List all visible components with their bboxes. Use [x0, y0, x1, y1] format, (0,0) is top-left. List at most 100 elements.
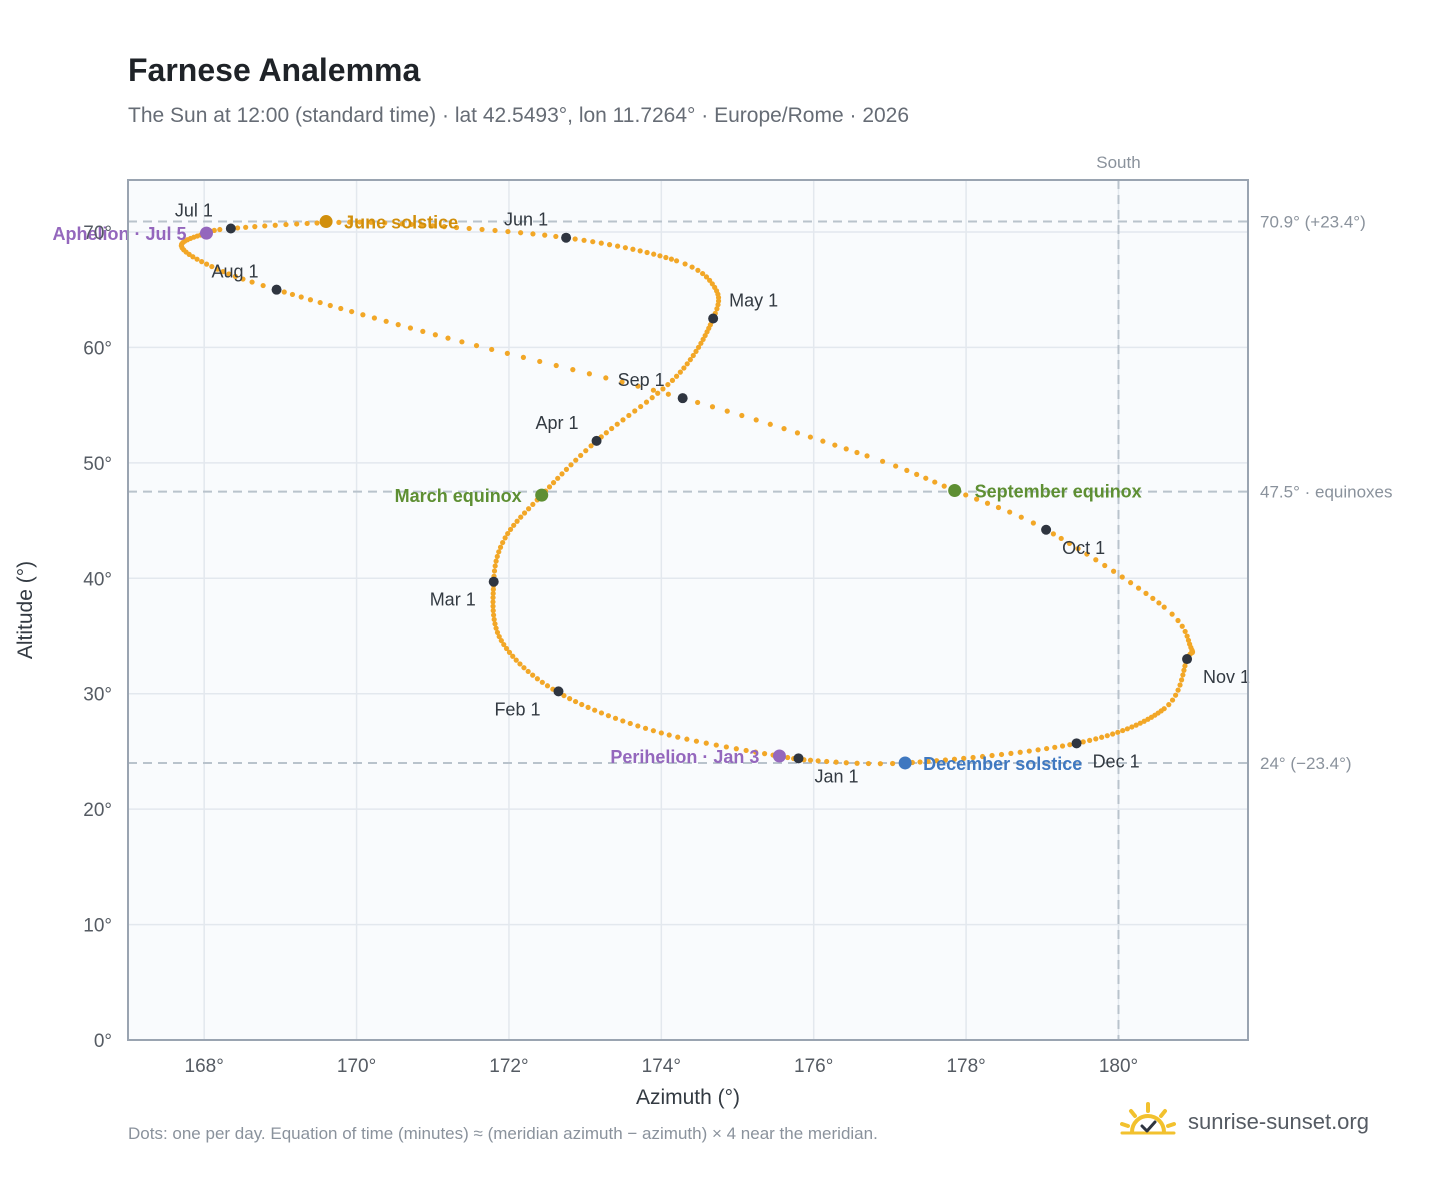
daily-dot	[511, 522, 517, 528]
daily-dot	[615, 243, 621, 249]
daily-dot	[649, 395, 655, 401]
daily-dot	[1058, 535, 1064, 542]
daily-dot	[687, 357, 693, 363]
daily-dot	[864, 453, 870, 459]
daily-dot	[534, 676, 540, 682]
daily-dot	[893, 463, 899, 469]
daily-dot	[833, 759, 839, 765]
y-tick-label: 50°	[83, 454, 112, 475]
daily-dot	[1104, 733, 1110, 739]
reference-line-label: 47.5° · equinoxes	[1260, 483, 1393, 502]
y-tick-label: 40°	[83, 569, 112, 590]
daily-dot	[243, 224, 249, 230]
daily-dot	[753, 417, 759, 423]
daily-dot	[204, 261, 210, 267]
daily-dot	[998, 751, 1005, 758]
event-marker-label: June solstice	[344, 213, 458, 233]
daily-dot	[1129, 724, 1135, 730]
daily-dot	[530, 501, 536, 508]
daily-dot	[586, 371, 592, 377]
event-marker-label: December solstice	[923, 754, 1082, 774]
daily-dot	[1119, 574, 1125, 580]
daily-dot	[371, 315, 377, 321]
daily-dot	[1008, 750, 1014, 756]
month-marker-dot	[677, 393, 688, 404]
event-markers: June solstice December solstice March equi…	[52, 213, 1141, 774]
daily-dot	[1141, 718, 1147, 724]
daily-dot	[573, 457, 579, 463]
daily-dot	[349, 308, 355, 315]
daily-dot	[314, 220, 320, 226]
daily-dot	[638, 403, 644, 410]
daily-dot	[220, 268, 226, 275]
daily-dot	[466, 225, 472, 232]
daily-dot	[491, 612, 497, 618]
daily-dot	[420, 328, 426, 334]
daily-dot	[490, 599, 496, 605]
daily-dot	[1180, 672, 1186, 678]
daily-dot	[630, 246, 636, 252]
daily-dot	[336, 219, 342, 225]
daily-dot	[1135, 585, 1142, 591]
daily-dot	[785, 754, 791, 761]
x-tick-label: 174°	[642, 1056, 681, 1077]
daily-dot	[272, 222, 278, 228]
event-marker-dot	[319, 215, 333, 229]
daily-dot	[824, 758, 830, 765]
daily-dot	[961, 755, 967, 761]
month-marker-label: Jul 1	[175, 200, 213, 220]
event-marker-dot	[948, 484, 962, 498]
daily-dot	[504, 350, 510, 356]
daily-dot	[657, 253, 663, 259]
month-marker-label: May 1	[729, 291, 778, 311]
daily-dot	[567, 696, 573, 702]
daily-dot	[832, 442, 838, 448]
daily-dot	[513, 657, 519, 663]
y-tick-label: 0°	[94, 1031, 112, 1052]
daily-dot	[497, 544, 504, 550]
event-marker-label: March equinox	[395, 486, 522, 506]
reference-line-label: 70.9° (+23.4°)	[1260, 213, 1366, 232]
month-marker-dot	[793, 753, 804, 764]
daily-dot	[505, 530, 511, 537]
daily-dot	[605, 713, 612, 719]
daily-dots	[178, 219, 1196, 767]
month-marker-label: Jan 1	[814, 766, 858, 786]
daily-dot	[733, 746, 739, 752]
daily-dot	[490, 595, 496, 601]
y-tick-label: 60°	[83, 338, 112, 359]
daily-dot	[327, 302, 333, 309]
daily-dot	[598, 710, 605, 716]
daily-dot	[539, 679, 545, 685]
daily-dot	[684, 361, 690, 367]
daily-dot	[1169, 611, 1175, 617]
daily-dot	[579, 701, 585, 708]
daily-dot	[317, 299, 323, 306]
month-marker-dot	[1182, 654, 1193, 665]
daily-dot	[877, 761, 883, 767]
daily-dot	[626, 412, 632, 419]
daily-dot	[660, 386, 666, 392]
daily-dot	[781, 426, 787, 432]
daily-dot	[1099, 734, 1105, 740]
daily-dot	[518, 514, 524, 520]
daily-dot	[453, 224, 460, 231]
daily-dot	[854, 449, 860, 456]
daily-dot	[214, 266, 221, 272]
daily-dot	[820, 438, 826, 444]
daily-dot	[544, 683, 551, 689]
daily-dot	[490, 608, 496, 614]
daily-dot	[695, 399, 701, 406]
daily-dot	[1017, 749, 1023, 755]
daily-dot	[979, 753, 986, 760]
daily-dot	[489, 346, 495, 353]
event-marker-label: Perihelion · Jan 3	[610, 747, 759, 767]
daily-dot	[517, 661, 523, 667]
daily-dot	[974, 496, 980, 502]
daily-dot	[665, 381, 671, 388]
daily-dot	[500, 539, 506, 546]
daily-dot	[1102, 562, 1108, 569]
brand-logo[interactable]: sunrise-sunset.org	[1120, 1102, 1369, 1141]
daily-dot	[1110, 731, 1116, 737]
daily-dot	[298, 294, 304, 300]
